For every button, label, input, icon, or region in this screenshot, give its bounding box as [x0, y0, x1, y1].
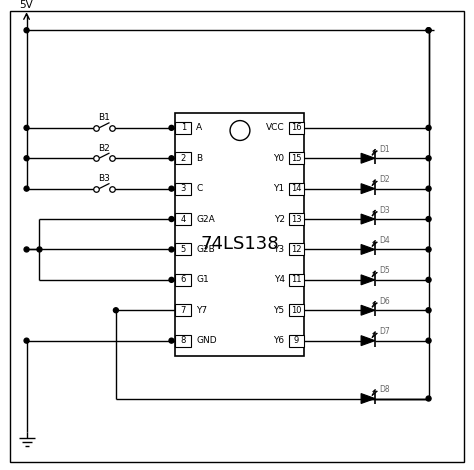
Bar	[289, 122, 304, 134]
Text: D3: D3	[379, 205, 390, 215]
Circle shape	[24, 186, 29, 191]
Bar	[289, 304, 304, 316]
Text: 5: 5	[181, 245, 186, 254]
Text: 74LS138: 74LS138	[201, 235, 279, 253]
Circle shape	[24, 156, 29, 161]
Circle shape	[230, 121, 250, 141]
Polygon shape	[361, 153, 375, 163]
Text: B1: B1	[98, 113, 110, 122]
Text: 2: 2	[181, 154, 186, 163]
Text: D1: D1	[379, 145, 390, 154]
Bar	[289, 274, 304, 286]
Text: G2A: G2A	[196, 214, 215, 224]
Circle shape	[426, 217, 431, 221]
Circle shape	[24, 28, 29, 33]
Polygon shape	[361, 393, 375, 403]
Circle shape	[426, 247, 431, 252]
Text: 8: 8	[181, 336, 186, 345]
Polygon shape	[361, 184, 375, 194]
Text: B3: B3	[98, 174, 110, 183]
Text: Y3: Y3	[273, 245, 285, 254]
Text: D4: D4	[379, 236, 390, 245]
Bar	[289, 152, 304, 164]
Text: 15: 15	[292, 154, 302, 163]
Text: 14: 14	[292, 184, 302, 193]
Bar	[175, 213, 191, 225]
Bar	[289, 335, 304, 346]
Bar	[175, 243, 191, 255]
Bar	[289, 213, 304, 225]
Text: Y2: Y2	[273, 214, 285, 224]
Circle shape	[169, 156, 174, 161]
Circle shape	[24, 338, 29, 343]
Text: Y7: Y7	[196, 306, 208, 315]
Bar	[175, 304, 191, 316]
Circle shape	[426, 186, 431, 191]
Text: 5V: 5V	[20, 0, 34, 10]
Text: 7: 7	[181, 306, 186, 315]
Text: Y1: Y1	[273, 184, 285, 193]
Text: D7: D7	[379, 327, 390, 336]
Text: 6: 6	[181, 275, 186, 284]
Text: 12: 12	[292, 245, 302, 254]
Text: Y5: Y5	[273, 306, 285, 315]
Polygon shape	[361, 336, 375, 345]
Circle shape	[426, 277, 431, 282]
Bar	[175, 274, 191, 286]
Circle shape	[426, 125, 431, 130]
Text: G2B: G2B	[196, 245, 215, 254]
Text: 9: 9	[294, 336, 299, 345]
Text: B2: B2	[98, 144, 110, 153]
Text: 11: 11	[292, 275, 302, 284]
Circle shape	[169, 186, 174, 191]
Circle shape	[24, 125, 29, 130]
Text: 4: 4	[181, 214, 186, 224]
Circle shape	[426, 308, 431, 313]
Circle shape	[426, 156, 431, 161]
Bar	[289, 183, 304, 195]
Text: 3: 3	[181, 184, 186, 193]
Polygon shape	[361, 214, 375, 224]
Text: 10: 10	[292, 306, 302, 315]
Circle shape	[426, 338, 431, 343]
Text: C: C	[196, 184, 202, 193]
Circle shape	[426, 28, 431, 33]
Polygon shape	[361, 275, 375, 285]
Circle shape	[24, 247, 29, 252]
Text: Y6: Y6	[273, 336, 285, 345]
Circle shape	[169, 277, 174, 282]
Text: 16: 16	[291, 123, 302, 133]
Circle shape	[169, 217, 174, 221]
Text: GND: GND	[196, 336, 217, 345]
Text: D6: D6	[379, 297, 390, 306]
Bar	[289, 243, 304, 255]
Text: 1: 1	[181, 123, 186, 133]
Text: 13: 13	[291, 214, 302, 224]
Circle shape	[169, 247, 174, 252]
Text: A: A	[196, 123, 202, 133]
Circle shape	[426, 28, 431, 33]
Text: G1: G1	[196, 275, 209, 284]
Bar	[175, 183, 191, 195]
Circle shape	[426, 396, 431, 401]
Bar	[175, 122, 191, 134]
Text: B: B	[196, 154, 202, 163]
Circle shape	[169, 125, 174, 130]
Bar	[175, 152, 191, 164]
Circle shape	[37, 247, 42, 252]
Text: D2: D2	[379, 175, 390, 184]
Polygon shape	[361, 244, 375, 254]
Circle shape	[169, 338, 174, 343]
Circle shape	[113, 308, 118, 313]
Bar	[175, 335, 191, 346]
Text: Y4: Y4	[273, 275, 285, 284]
Text: VCC: VCC	[266, 123, 285, 133]
Polygon shape	[361, 306, 375, 315]
Text: D5: D5	[379, 266, 390, 275]
Text: D8: D8	[379, 385, 390, 394]
Text: Y0: Y0	[273, 154, 285, 163]
Bar	[175, 113, 304, 356]
